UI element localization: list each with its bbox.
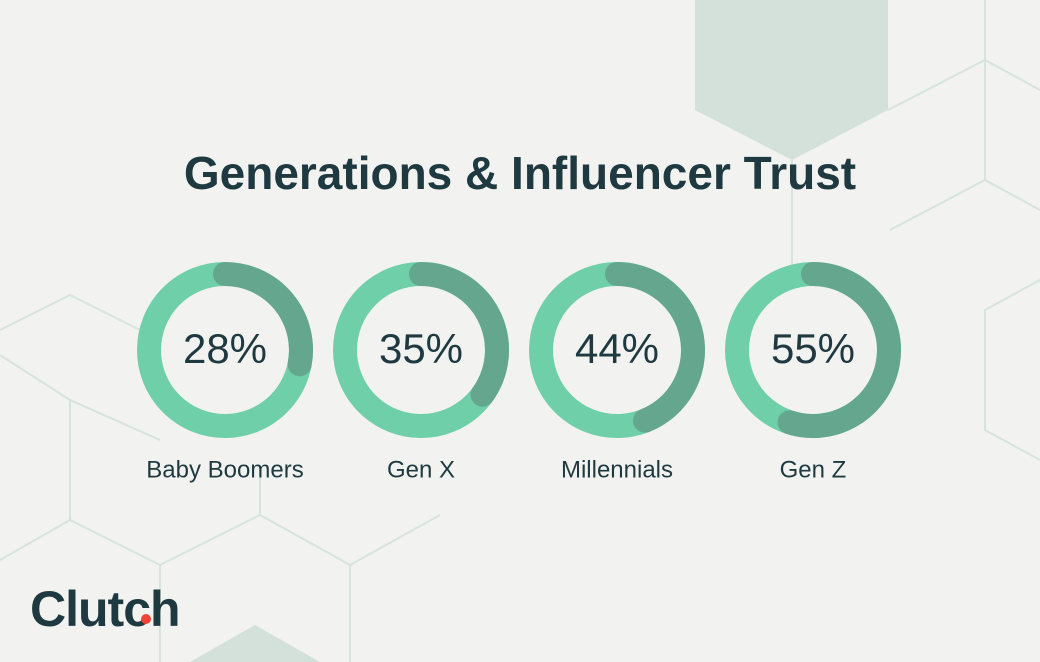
hex-line [0,293,161,341]
donut-arc [777,262,901,438]
hex-line [159,470,261,566]
value-label: 44% [575,325,659,372]
chart-title: Generations & Influencer Trust [184,147,856,199]
value-label: 35% [379,325,463,372]
hex-line [0,354,71,561]
category-label: Baby Boomers [146,456,303,483]
hex-line [889,179,986,231]
logo: Clutch [30,581,181,637]
hex-line [984,279,1040,461]
category-label: Gen X [387,456,455,483]
hexagon [190,625,320,662]
value-label: 28% [183,325,267,372]
hexagon [695,0,888,160]
category-label: Millennials [561,456,673,483]
hex-line [887,58,1040,111]
hex-line [69,399,161,441]
hex-line [984,0,1040,211]
donut-arc [409,262,509,407]
donut-arc [213,262,313,377]
logo-dot [141,614,151,624]
logo-text: Clutch [30,581,180,637]
value-label: 55% [771,325,855,372]
category-label: Gen Z [780,456,847,483]
donut-arc [605,262,705,433]
hex-line [349,514,441,566]
